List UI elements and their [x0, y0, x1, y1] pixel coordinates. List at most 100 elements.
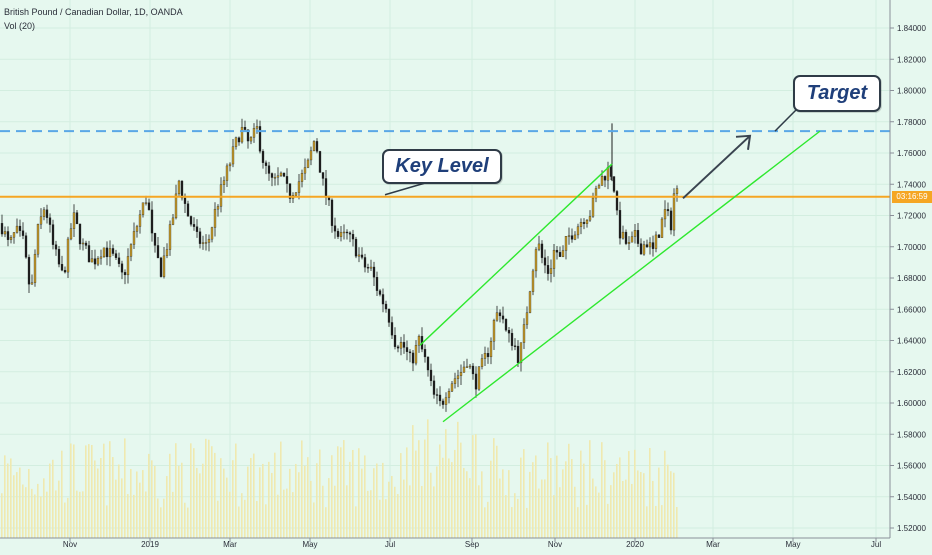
candle-body	[309, 150, 313, 161]
candle-body	[147, 202, 151, 211]
candle-body	[642, 244, 646, 255]
candle-body	[549, 268, 553, 274]
volume-bar	[364, 455, 366, 538]
volume-bar	[358, 448, 360, 538]
volume-bar	[481, 471, 483, 538]
candle-body	[333, 225, 337, 232]
volume-bar	[337, 446, 339, 538]
volume-bar	[529, 471, 531, 538]
y-tick-label: 1.58000	[897, 430, 926, 439]
volume-bar	[649, 447, 651, 538]
volume-bar	[154, 465, 156, 538]
x-tick-label: Mar	[223, 540, 237, 549]
volume-bar	[574, 486, 576, 538]
volume-bar	[196, 467, 198, 538]
x-tick-label: Nov	[63, 540, 77, 549]
candle-body	[306, 159, 310, 168]
candle-body	[54, 244, 58, 250]
volume-bar	[541, 479, 543, 538]
candle-body	[30, 282, 34, 285]
volume-bar	[532, 462, 534, 538]
candle-body	[135, 226, 139, 232]
candle-body	[210, 227, 214, 240]
candle-body	[168, 224, 172, 250]
candle-body	[495, 312, 499, 321]
volume-bar	[442, 457, 444, 538]
volume-bar	[355, 506, 357, 538]
volume-bar	[49, 463, 51, 538]
volume-bar	[406, 447, 408, 538]
candle-body	[393, 335, 397, 347]
candle-body	[270, 173, 274, 178]
candle-body	[672, 193, 676, 231]
candle-body	[366, 267, 370, 269]
candle-body	[273, 177, 277, 179]
volume-bar	[19, 467, 21, 538]
volume-bar	[217, 500, 219, 538]
volume-bar	[658, 467, 660, 538]
candle-body	[225, 165, 229, 181]
volume-bar	[493, 438, 495, 538]
candle-body	[114, 253, 118, 258]
candle-body	[60, 263, 64, 271]
volume-bar	[673, 472, 675, 538]
volume-bar	[133, 494, 135, 538]
candle-body	[501, 315, 505, 320]
volume-bar	[334, 485, 336, 538]
volume-bar	[271, 472, 273, 538]
volume-bar	[130, 468, 132, 538]
candle-body	[108, 248, 112, 258]
volume-bar	[205, 438, 207, 538]
volume-bar	[391, 475, 393, 538]
volume-bar	[187, 507, 189, 538]
volume-bar	[178, 465, 180, 538]
candle-body	[552, 249, 556, 269]
volume-bar	[427, 419, 429, 538]
volume-bar	[619, 457, 621, 538]
candle-body	[564, 236, 568, 251]
key-level-callout[interactable]: Key Level	[382, 149, 502, 184]
volume-bar	[517, 498, 519, 538]
y-tick-label: 1.68000	[897, 274, 926, 283]
volume-bar	[397, 494, 399, 538]
volume-bar	[394, 486, 396, 538]
candle-body	[624, 231, 628, 244]
candle-body	[540, 243, 544, 258]
volume-bar	[181, 462, 183, 538]
volume-bar	[433, 486, 435, 538]
candle-body	[402, 342, 406, 348]
volume-bar	[1, 493, 3, 538]
volume-bar	[520, 457, 522, 538]
candle-body	[318, 151, 322, 173]
volume-bar	[280, 441, 282, 538]
volume-bar	[352, 449, 354, 538]
candle-body	[237, 137, 241, 143]
candle-body	[6, 231, 10, 240]
candle-body	[327, 197, 331, 201]
volume-bar	[451, 462, 453, 538]
volume-bar	[91, 444, 93, 538]
volume-bar	[484, 507, 486, 538]
target-callout[interactable]: Target	[793, 75, 881, 112]
volume-bar	[346, 485, 348, 538]
candle-body	[96, 258, 100, 265]
volume-bar	[523, 449, 525, 538]
candle-body	[426, 356, 430, 371]
volume-bar	[259, 467, 261, 538]
candle-body	[579, 222, 583, 227]
candle-body	[234, 137, 238, 147]
volume-bar	[157, 498, 159, 538]
candle-body	[432, 380, 436, 395]
volume-bar	[475, 434, 477, 538]
candle-body	[648, 242, 652, 248]
volume-bar	[487, 501, 489, 538]
volume-bar	[547, 442, 549, 538]
volume-bar	[322, 485, 324, 538]
candle-body	[165, 249, 169, 257]
candle-body	[543, 257, 547, 266]
volume-bar	[550, 458, 552, 538]
y-tick-label: 1.62000	[897, 368, 926, 377]
candle-body	[126, 256, 130, 276]
